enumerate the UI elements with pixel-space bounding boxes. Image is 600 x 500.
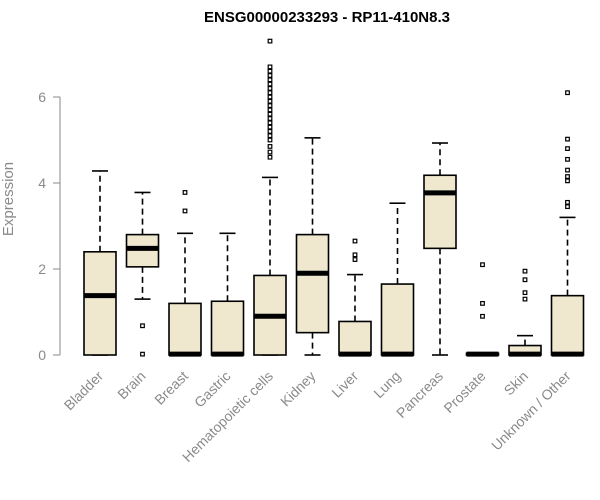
outlier-point — [565, 146, 570, 152]
y-tick-label: 6 — [38, 89, 46, 105]
outlier-point — [522, 277, 528, 283]
box-kidney — [295, 137, 330, 356]
box-brain — [125, 191, 160, 357]
outlier-point — [267, 137, 273, 143]
outlier-point — [267, 85, 273, 91]
category-label: Lung — [370, 368, 403, 401]
box-body — [83, 251, 117, 356]
outlier-point — [267, 77, 273, 83]
category-label: Liver — [328, 368, 361, 401]
outlier-point — [565, 199, 570, 205]
category-label: Breast — [151, 368, 191, 408]
box-body — [210, 300, 245, 356]
y-tick-label: 4 — [38, 175, 46, 191]
outlier-point — [267, 111, 273, 117]
box-body — [380, 283, 415, 356]
box-liver — [338, 238, 372, 357]
outlier-point — [140, 351, 145, 357]
box-body — [550, 294, 585, 356]
outlier-point — [522, 290, 528, 296]
outlier-point — [267, 81, 273, 87]
outlier-point — [267, 154, 273, 160]
outlier-point — [267, 120, 273, 126]
outlier-point — [352, 238, 358, 244]
outlier-point — [267, 133, 273, 139]
outlier-point — [565, 90, 570, 96]
y-axis-label: Expression — [0, 162, 17, 236]
outlier-point — [267, 116, 273, 121]
box-unknown-other — [550, 90, 585, 357]
outlier-point — [267, 103, 273, 109]
outlier-point — [140, 323, 145, 329]
outlier-point — [182, 190, 188, 195]
outlier-point — [480, 313, 485, 319]
outlier-point — [522, 268, 528, 274]
outlier-point — [267, 64, 273, 70]
box-body — [295, 233, 330, 334]
category-label: Brain — [114, 368, 148, 402]
y-tick-label: 2 — [38, 261, 46, 277]
outlier-point — [267, 124, 273, 130]
chart-title: ENSG00000233293 - RP11-410N8.3 — [204, 9, 450, 26]
box-hematopoietic-cells — [253, 38, 287, 356]
box-bladder — [83, 170, 117, 356]
outlier-point — [267, 90, 273, 96]
outlier-point — [565, 174, 570, 179]
outlier-point — [480, 301, 485, 306]
outlier-point — [522, 296, 528, 302]
outlier-point — [267, 98, 273, 104]
box-body — [168, 302, 202, 356]
outlier-point — [565, 156, 570, 162]
category-label: Bladder — [61, 368, 107, 414]
box-skin — [508, 268, 542, 357]
box-body — [338, 320, 372, 356]
outlier-point — [352, 252, 358, 258]
outlier-point — [267, 73, 273, 78]
box-breast — [168, 190, 202, 357]
outlier-point — [565, 136, 570, 142]
outlier-point — [352, 257, 358, 262]
outlier-point — [182, 208, 188, 214]
outlier-point — [267, 129, 273, 134]
outlier-point — [565, 178, 570, 184]
category-label: Pancreas — [393, 368, 446, 421]
box-body — [423, 174, 457, 250]
y-axis: 0 2 4 6 — [38, 89, 61, 363]
category-label: Unknown / Other — [488, 368, 574, 454]
outlier-point — [565, 167, 570, 173]
outlier-point — [267, 68, 273, 74]
category-label: Kidney — [277, 368, 319, 410]
boxes-group — [83, 38, 585, 357]
box-gastric — [210, 232, 245, 357]
outlier-point — [267, 38, 273, 44]
category-label: Prostate — [440, 368, 488, 416]
box-prostate — [465, 262, 500, 357]
outlier-point — [267, 94, 273, 100]
category-label: Skin — [501, 368, 532, 399]
outlier-point — [565, 204, 570, 210]
outlier-point — [267, 144, 273, 149]
outlier-point — [480, 262, 485, 268]
y-tick-label: 0 — [38, 347, 46, 363]
box-lung — [380, 202, 415, 357]
outlier-point — [267, 107, 273, 113]
box-pancreas — [423, 142, 457, 356]
outlier-point — [267, 149, 273, 155]
